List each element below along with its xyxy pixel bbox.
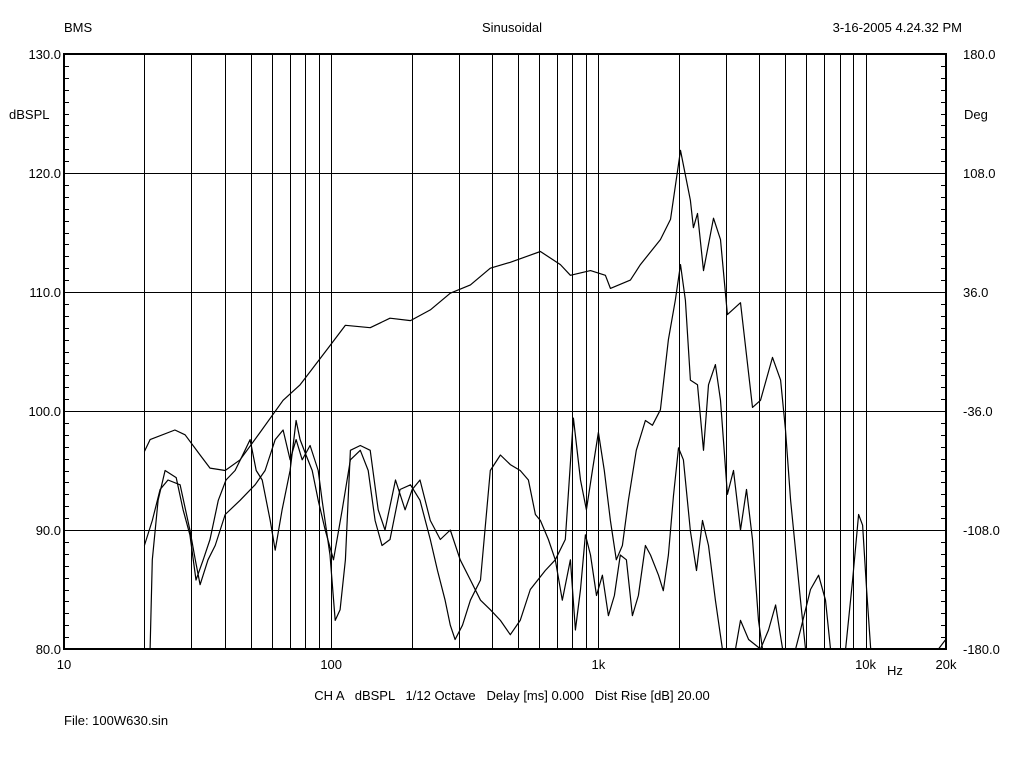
series-line-3rd-harmonic bbox=[149, 419, 784, 650]
y2-tick-label: 108.0 bbox=[963, 166, 996, 181]
y-tick-label: 100.0 bbox=[28, 404, 61, 419]
y-tick-label: 110.0 bbox=[29, 285, 61, 300]
x-tick-label: 20k bbox=[936, 657, 957, 672]
x-axis-unit-label: Hz bbox=[887, 663, 903, 678]
plot-frame bbox=[63, 53, 947, 650]
file-name: File: 100W630.sin bbox=[64, 713, 169, 728]
y2-tick-label: 36.0 bbox=[963, 285, 988, 300]
y2-axis-label: Deg bbox=[964, 107, 988, 122]
x-tick-label: 10k bbox=[855, 657, 876, 672]
series-line-2nd-harmonic bbox=[143, 264, 948, 650]
y2-tick-label: 180.0 bbox=[963, 47, 996, 62]
y-tick-label: 120.0 bbox=[28, 166, 61, 181]
x-tick-label: 10 bbox=[57, 657, 71, 672]
x-tick-label: 100 bbox=[320, 657, 342, 672]
timestamp: 3-16-2005 4.24.32 PM bbox=[832, 20, 962, 35]
y2-tick-label: -36.0 bbox=[963, 404, 993, 419]
series-line-fundamental bbox=[143, 149, 807, 650]
x-tick-label: 1k bbox=[592, 657, 606, 672]
measurement-settings: CH A dBSPL 1/12 Octave Delay [ms] 0.000 … bbox=[314, 688, 710, 703]
header-left-label: BMS bbox=[64, 20, 93, 35]
y-tick-label: 90.0 bbox=[36, 523, 61, 538]
y-tick-label: 130.0 bbox=[28, 47, 61, 62]
y-axis-label: dBSPL bbox=[9, 107, 50, 122]
y2-tick-label: -108.0 bbox=[963, 523, 1000, 538]
y-tick-label: 80.0 bbox=[36, 642, 61, 657]
chart-title: Sinusoidal bbox=[482, 20, 542, 35]
y2-tick-label: -180.0 bbox=[963, 642, 1000, 657]
